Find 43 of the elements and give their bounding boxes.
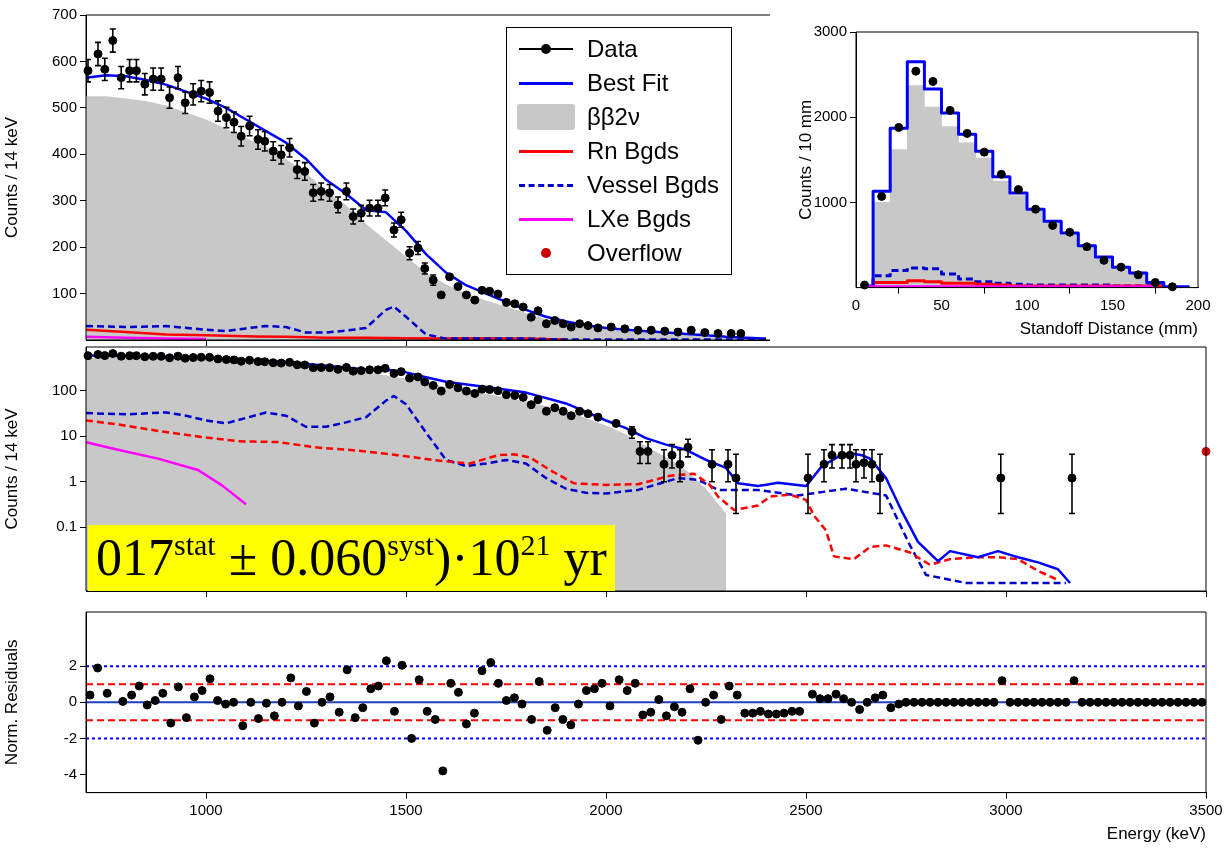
x-tick-label: 3500 xyxy=(1189,800,1223,818)
legend-label: Rn Bgds xyxy=(587,136,680,166)
y-tick-label: 1000 xyxy=(813,192,847,210)
x-tick-label: 2500 xyxy=(789,800,823,818)
y-tick-label: 100 xyxy=(51,283,77,301)
x-tick-label: 1000 xyxy=(189,800,223,818)
legend-label: Vessel Bgds xyxy=(587,170,720,200)
y-tick-label: 300 xyxy=(51,190,77,208)
y-tick-label: -2 xyxy=(63,728,77,746)
legend-label: Best Fit xyxy=(587,68,669,98)
x-tick-label: 100 xyxy=(1014,295,1040,313)
y-axis-title: Norm. Residuals xyxy=(1,639,21,766)
legend-label: ββ2ν xyxy=(587,102,640,132)
y-tick-label: 500 xyxy=(51,98,77,115)
y-tick-label: 2 xyxy=(68,656,77,674)
x-tick-label: 2000 xyxy=(589,800,623,818)
x-tick-label: 150 xyxy=(1099,295,1126,313)
x-tick-label: 1500 xyxy=(389,800,423,818)
x-tick-label: 0 xyxy=(851,295,861,313)
y-tick-label: 400 xyxy=(51,144,77,162)
x-tick-label: 200 xyxy=(1185,295,1211,313)
legend-label: Data xyxy=(587,34,638,64)
y-tick-label: -4 xyxy=(63,764,77,782)
y-tick-label: 0.1 xyxy=(56,517,77,535)
y-tick-label: 200 xyxy=(51,237,77,255)
legend-label: LXe Bgds xyxy=(587,204,692,234)
y-tick-label: 1 xyxy=(68,471,77,489)
x-tick-label: 50 xyxy=(933,295,950,313)
x-tick-label: 3000 xyxy=(989,800,1023,818)
y-axis-title: Counts / 14 keV xyxy=(1,116,21,238)
y-tick-label: 2000 xyxy=(813,107,847,125)
y-tick-label: 10 xyxy=(60,426,77,444)
y-tick-label: 700 xyxy=(51,5,77,23)
annotation: 017$^{stat}$ ± 0.060$^{syst}$)·10$^{21}$ yr xyxy=(88,525,615,591)
y-tick-label: 600 xyxy=(51,51,77,69)
y-tick-label: 100 xyxy=(51,380,77,398)
x-axis-title: Energy (keV) xyxy=(1106,824,1206,844)
y-tick-label: 0 xyxy=(68,692,77,710)
legend-label: Overflow xyxy=(587,238,682,268)
y-tick-label: 3000 xyxy=(813,22,847,40)
x-axis-title: Standoff Distance (mm) xyxy=(1019,319,1198,339)
y-axis-title: Counts / 10 mm xyxy=(795,99,815,220)
y-axis-title: Counts / 14 keV xyxy=(1,407,21,530)
